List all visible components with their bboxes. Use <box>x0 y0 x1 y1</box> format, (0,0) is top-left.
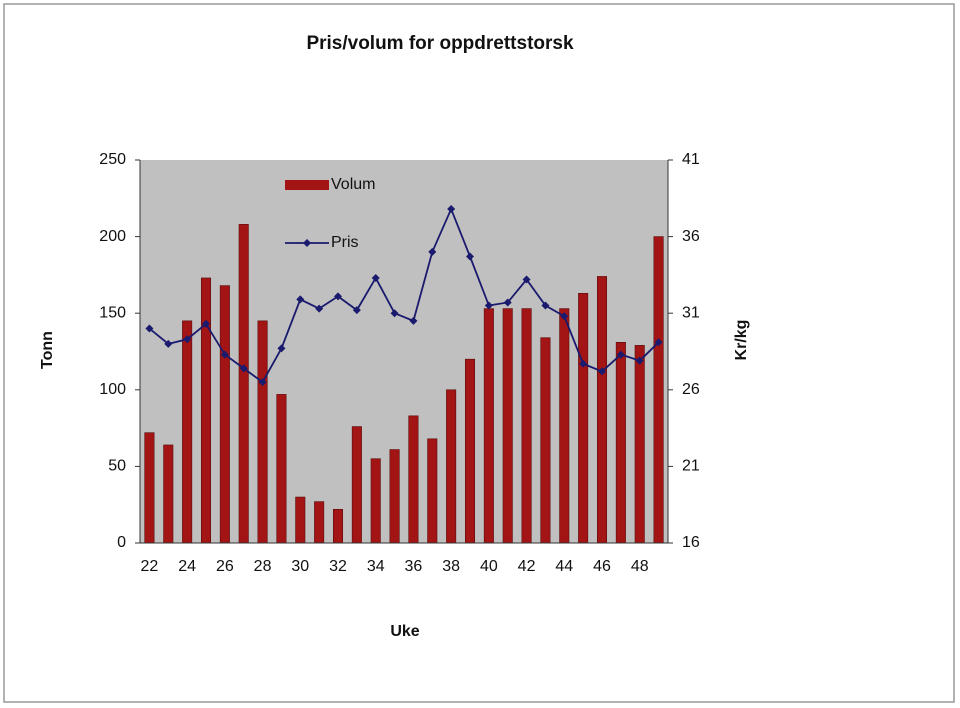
x-tick-label: 28 <box>254 558 272 575</box>
y2-tick-label: 21 <box>682 458 700 475</box>
bar <box>370 458 381 544</box>
bar <box>182 320 193 544</box>
point <box>371 273 380 282</box>
point <box>390 309 399 318</box>
point <box>428 247 437 256</box>
y-tick-label: 100 <box>99 381 126 398</box>
y2-tick-label: 31 <box>682 304 700 321</box>
bar <box>351 426 362 544</box>
point <box>447 205 456 214</box>
point <box>296 295 305 304</box>
bar <box>200 277 212 544</box>
bar <box>540 337 551 544</box>
legend-label: Volum <box>331 176 375 193</box>
bar <box>238 224 249 544</box>
x-tick-label: 46 <box>593 558 611 575</box>
bar <box>257 320 268 544</box>
point <box>239 364 248 373</box>
x-tick-label: 32 <box>329 558 347 575</box>
x-tick-label: 48 <box>631 558 649 575</box>
bar <box>615 342 626 544</box>
point <box>202 319 210 328</box>
legend-label: Pris <box>331 234 359 251</box>
bar <box>163 444 174 544</box>
point <box>616 350 625 359</box>
point <box>560 312 569 321</box>
point <box>258 378 267 387</box>
x-axis-label: Uke <box>390 623 419 640</box>
bar <box>408 415 419 544</box>
bar <box>144 432 155 544</box>
bar <box>389 449 400 544</box>
bar <box>276 394 287 544</box>
y-tick-label: 50 <box>108 458 126 475</box>
bar <box>596 276 608 544</box>
x-tick-label: 30 <box>291 558 309 575</box>
x-tick-label: 40 <box>480 558 498 575</box>
bar <box>521 308 532 544</box>
point <box>466 252 474 261</box>
plot-area <box>140 160 668 543</box>
legend-swatch <box>285 180 329 190</box>
point <box>164 339 173 348</box>
point <box>579 359 588 368</box>
point <box>484 301 493 310</box>
bar <box>219 285 230 544</box>
point <box>183 335 192 344</box>
bar <box>559 308 570 544</box>
bar <box>427 438 438 544</box>
y-tick-label: 200 <box>99 228 126 245</box>
x-tick-label: 42 <box>518 558 536 575</box>
x-tick-label: 38 <box>442 558 460 575</box>
y-tick-label: 150 <box>99 304 126 321</box>
bar <box>578 292 589 544</box>
chart-title: Pris/volum for oppdrettstorsk <box>306 33 574 54</box>
y2-tick-label: 41 <box>682 151 700 168</box>
legend-swatch <box>303 239 311 247</box>
bar <box>295 496 306 544</box>
point <box>654 338 663 347</box>
x-tick-label: 22 <box>141 558 159 575</box>
bar <box>464 358 476 544</box>
line <box>148 206 660 384</box>
point <box>277 344 286 353</box>
bar <box>502 308 513 544</box>
y-tick-label: 250 <box>99 151 126 168</box>
point <box>334 292 342 301</box>
x-tick-label: 44 <box>555 558 573 575</box>
y2-tick-label: 26 <box>682 381 700 398</box>
point <box>145 324 154 333</box>
bar <box>634 345 645 544</box>
y2-axis-label: Kr/kg <box>733 320 750 361</box>
point <box>503 298 512 307</box>
y2-tick-label: 36 <box>682 228 700 245</box>
bar <box>483 308 494 544</box>
bar <box>332 508 344 544</box>
bar <box>314 501 325 544</box>
point <box>352 306 361 315</box>
point <box>315 304 324 313</box>
bar <box>446 389 457 544</box>
x-tick-label: 36 <box>405 558 423 575</box>
point <box>522 275 531 284</box>
x-tick-label: 34 <box>367 558 385 575</box>
x-tick-label: 26 <box>216 558 234 575</box>
point <box>635 356 644 365</box>
y-tick-label: 0 <box>117 534 126 551</box>
bar <box>653 236 664 544</box>
point <box>541 301 550 310</box>
point <box>409 316 418 325</box>
point <box>220 350 229 359</box>
y2-tick-label: 16 <box>682 534 700 551</box>
point <box>598 367 606 376</box>
y-axis-label: Tonn <box>39 331 56 369</box>
x-tick-label: 24 <box>178 558 196 575</box>
